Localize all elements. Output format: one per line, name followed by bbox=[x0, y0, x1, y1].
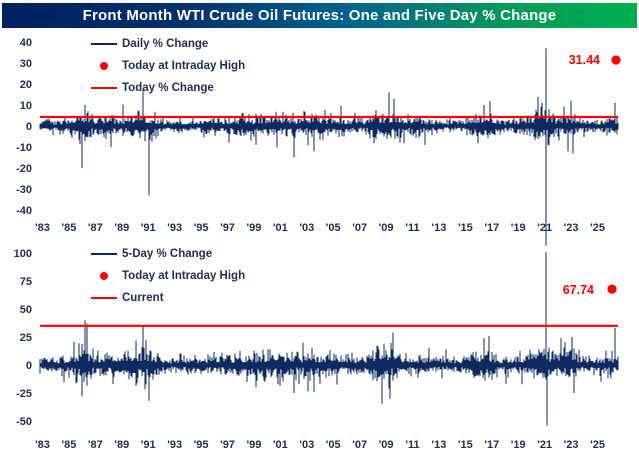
chart-title: Front Month WTI Crude Oil Futures: One a… bbox=[82, 7, 557, 24]
legend-label: Today % Change bbox=[122, 82, 214, 94]
tick-label: -30 bbox=[16, 184, 32, 196]
tick-label: -50 bbox=[16, 416, 32, 428]
intraday-high-dot bbox=[607, 284, 617, 294]
red-line-swatch-icon bbox=[90, 86, 118, 90]
tick-label: '83 bbox=[35, 222, 50, 234]
tick-label: '19 bbox=[511, 222, 526, 234]
five-day-intraday-high-value: 67.74 bbox=[562, 283, 594, 297]
tick-label: '99 bbox=[247, 222, 262, 234]
intraday-high-dot bbox=[611, 55, 621, 65]
daily-intraday-high-value: 31.44 bbox=[568, 53, 600, 67]
navy-line-swatch-icon bbox=[90, 42, 118, 46]
tick-label: '21 bbox=[537, 439, 552, 451]
tick-label: '01 bbox=[273, 439, 288, 451]
tick-label: '95 bbox=[194, 222, 209, 234]
tick-label: '23 bbox=[564, 222, 579, 234]
legend-label: Current bbox=[122, 292, 164, 304]
tick-label: '89 bbox=[114, 222, 129, 234]
tick-label: '21 bbox=[537, 222, 552, 234]
tick-label: 30 bbox=[20, 58, 32, 70]
tick-label: '93 bbox=[167, 222, 182, 234]
navy-line-swatch-icon bbox=[90, 252, 118, 256]
tick-label: '25 bbox=[590, 439, 605, 451]
tick-label: 20 bbox=[20, 79, 32, 91]
daily-chart-legend: Daily % Change Today at Intraday High To… bbox=[90, 33, 245, 99]
tick-label: '17 bbox=[484, 222, 499, 234]
tick-label: '03 bbox=[299, 439, 314, 451]
chart-title-bar: Front Month WTI Crude Oil Futures: One a… bbox=[2, 3, 637, 28]
tick-label: 40 bbox=[20, 37, 32, 49]
tick-label: '11 bbox=[405, 439, 419, 451]
five-day-chart-legend: 5-Day % Change Today at Intraday High Cu… bbox=[90, 243, 245, 309]
five-day-change-chart: 100 75 50 25 0 -25 -50'83 '85 '87 '89 '91 '93 '95 '97… bbox=[14, 248, 619, 451]
tick-label: '87 bbox=[88, 439, 103, 451]
percent-change-bars bbox=[39, 251, 619, 426]
tick-label: 25 bbox=[20, 332, 32, 344]
tick-label: '05 bbox=[326, 439, 341, 451]
tick-label: '05 bbox=[326, 222, 341, 234]
tick-label: '85 bbox=[62, 222, 77, 234]
tick-label: '97 bbox=[220, 222, 235, 234]
tick-label: '13 bbox=[432, 439, 447, 451]
tick-label: -40 bbox=[16, 205, 32, 217]
tick-label: '13 bbox=[432, 222, 447, 234]
tick-label: '07 bbox=[352, 222, 367, 234]
tick-label: '11 bbox=[405, 222, 419, 234]
tick-label: '85 bbox=[62, 439, 77, 451]
tick-label: '07 bbox=[352, 439, 367, 451]
tick-label: '89 bbox=[114, 439, 129, 451]
legend-item-five-day-change: 5-Day % Change bbox=[90, 243, 245, 265]
tick-label: 100 bbox=[14, 248, 32, 260]
tick-label: -20 bbox=[16, 163, 32, 175]
tick-label: '19 bbox=[511, 439, 526, 451]
legend-label: 5-Day % Change bbox=[122, 248, 213, 260]
tick-label: '87 bbox=[88, 222, 103, 234]
tick-label: '97 bbox=[220, 439, 235, 451]
legend-item-today-change: Today % Change bbox=[90, 77, 245, 99]
tick-label: '01 bbox=[273, 222, 288, 234]
legend-label: Today at Intraday High bbox=[122, 60, 246, 72]
tick-label: '99 bbox=[247, 439, 262, 451]
tick-label: 50 bbox=[20, 304, 32, 316]
tick-label: '03 bbox=[299, 222, 314, 234]
percent-change-bars bbox=[39, 48, 619, 246]
tick-label: '91 bbox=[141, 222, 156, 234]
tick-label: '95 bbox=[194, 439, 209, 451]
tick-label: '25 bbox=[590, 222, 605, 234]
legend-item-intraday-high: Today at Intraday High bbox=[90, 265, 245, 287]
daily-change-chart: 40 30 20 10 0 -10 -20 -30 -40'83 '85 '87 '89 '91 '93 '… bbox=[16, 37, 621, 246]
legend-item-intraday-high: Today at Intraday High bbox=[90, 55, 245, 77]
tick-label: 0 bbox=[26, 121, 32, 133]
tick-label: 75 bbox=[20, 276, 32, 288]
legend-label: Daily % Change bbox=[122, 38, 209, 50]
red-dot-swatch-icon bbox=[90, 272, 118, 280]
legend-item-daily-change: Daily % Change bbox=[90, 33, 245, 55]
tick-label: '09 bbox=[379, 439, 394, 451]
red-line-swatch-icon bbox=[90, 296, 118, 300]
tick-label: '83 bbox=[35, 439, 50, 451]
tick-label: '17 bbox=[484, 439, 499, 451]
tick-label: '93 bbox=[167, 439, 182, 451]
tick-label: -25 bbox=[16, 388, 32, 400]
legend-item-current: Current bbox=[90, 287, 245, 309]
tick-label: '09 bbox=[379, 222, 394, 234]
legend-label: Today at Intraday High bbox=[122, 270, 246, 282]
tick-label: 0 bbox=[26, 360, 32, 372]
red-dot-swatch-icon bbox=[90, 62, 118, 70]
tick-label: 10 bbox=[20, 100, 32, 112]
tick-label: '23 bbox=[564, 439, 579, 451]
tick-label: -10 bbox=[16, 142, 32, 154]
tick-label: '15 bbox=[458, 222, 473, 234]
tick-label: '15 bbox=[458, 439, 473, 451]
tick-label: '91 bbox=[141, 439, 156, 451]
